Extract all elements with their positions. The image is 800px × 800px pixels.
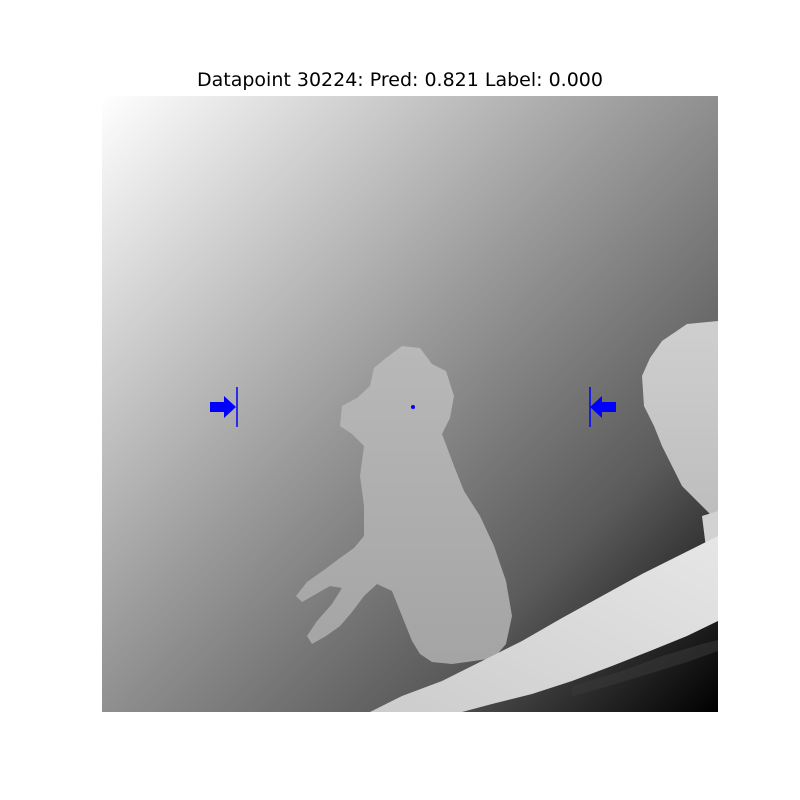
cat-silhouette xyxy=(296,346,512,664)
depth-image-panel xyxy=(102,96,718,712)
figure-title: Datapoint 30224: Pred: 0.821 Label: 0.00… xyxy=(197,69,603,91)
person-silhouette xyxy=(642,321,718,521)
depth-image xyxy=(102,96,718,712)
branch-shadow xyxy=(572,640,718,696)
branch xyxy=(370,536,718,712)
